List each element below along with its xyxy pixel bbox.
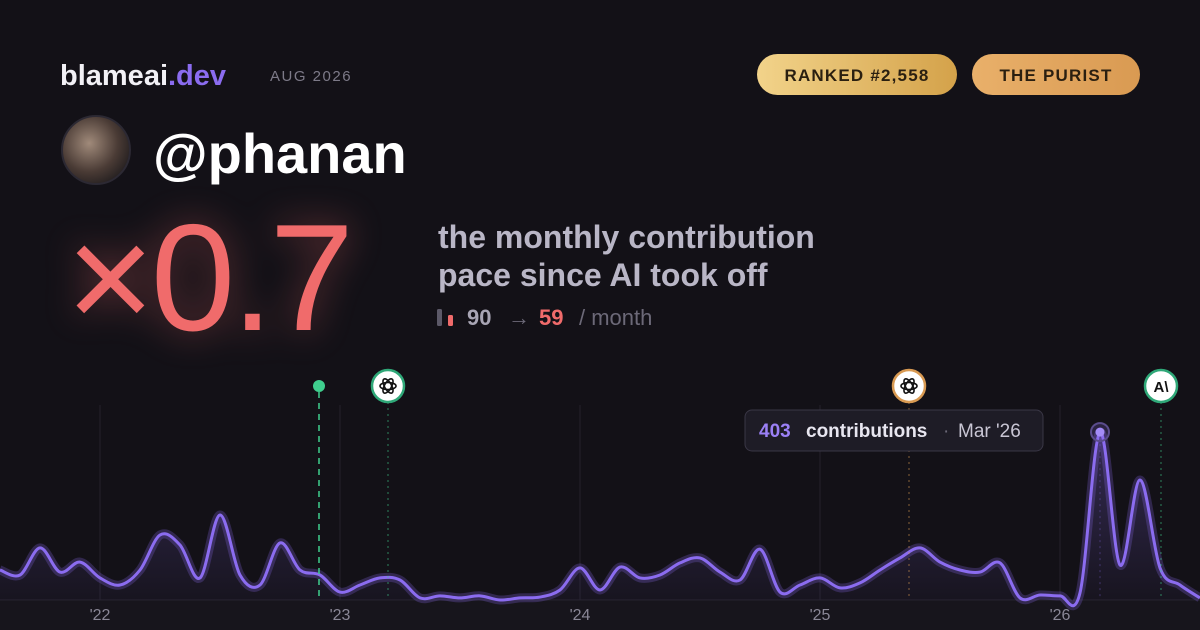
area [0,431,1200,606]
brand: blameai.dev [60,60,226,92]
event-icon [891,368,927,404]
x-axis-band [0,600,1200,630]
pace-icon [437,309,442,326]
badge-bg [757,54,957,95]
pace-icon [448,315,453,326]
highlight-point [1095,427,1105,437]
anthropic-logo: A\ [1154,379,1170,396]
brand-tld: .dev [168,60,226,92]
brand-name: blameai [60,60,168,92]
x-tick-label: '26 [1050,607,1071,624]
tooltip-value: 403 [759,421,791,442]
line [0,430,1200,608]
x-tick-label: '24 [570,607,591,624]
avatar [61,115,131,185]
x-tick-label: '25 [810,607,831,624]
caption: the monthly contribution [438,219,815,255]
pace-unit: / month [579,305,652,330]
pace-arrow: → [508,305,530,330]
tooltip [744,409,1044,452]
event-icon [370,368,406,404]
openai-logo [379,378,397,394]
tooltip-separator: · [943,421,949,442]
badge: THE PURIST [999,66,1112,85]
pace: 90 → 59 / month [467,305,652,330]
x-tick-label: '22 [90,607,111,624]
pace-before: 90 [467,305,491,330]
event-icon [1143,368,1179,404]
multiplier: ×0.7 [66,193,350,363]
caption: pace since AI took off [438,257,768,293]
date: AUG 2026 [270,68,352,85]
openai-logo [900,378,918,394]
tooltip-text: 403 contributions · Mar '26 [759,421,1021,442]
badge: RANKED #2,558 [784,66,929,85]
pace-after: 59 [539,305,563,330]
tooltip-date: Mar '26 [958,421,1021,442]
badge-bg [972,54,1140,95]
chart: '22 '23 '24 '25 '26 [0,405,1200,630]
x-tick-label: '23 [330,607,351,624]
event-dot [313,380,325,392]
handle: @phanan [153,122,407,185]
tooltip-label: contributions [806,421,927,442]
